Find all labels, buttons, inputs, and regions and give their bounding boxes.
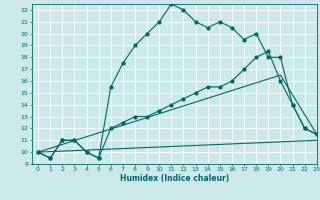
X-axis label: Humidex (Indice chaleur): Humidex (Indice chaleur) xyxy=(120,174,229,183)
